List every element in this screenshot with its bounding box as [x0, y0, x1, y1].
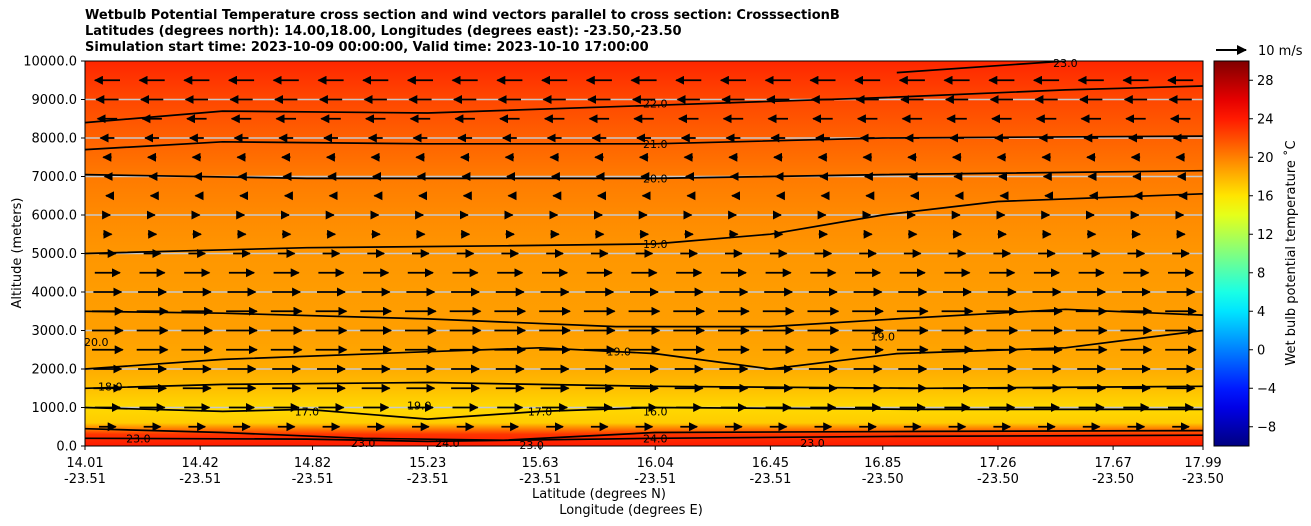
plot-area: 22.0 21.0 20.0 19.0 19.0 19.0 18.0 17.0 19.0 17.0… [84, 57, 1204, 452]
contour-label: 21.0 [643, 138, 668, 151]
x-tick-label-lon: -23.50 [1092, 472, 1134, 487]
contour-label: 24.0 [435, 437, 460, 450]
x-tick-label-lat: 16.45 [752, 456, 789, 471]
contour-label: 20.0 [643, 172, 668, 185]
y-tick-label: 5000.0 [32, 247, 78, 262]
colorbar-tick-label: −4 [1257, 382, 1276, 397]
x-tick-label-lon: -23.51 [64, 472, 106, 487]
chart-title-line-3: Simulation start time: 2023-10-09 00:00:… [85, 40, 649, 55]
y-tick-label: 9000.0 [32, 93, 78, 108]
contour-label: 17.0 [528, 405, 553, 418]
vector-key-label: 10 m/s [1258, 44, 1303, 59]
y-tick-label: 8000.0 [32, 132, 78, 147]
x-tick-label-lon: -23.50 [862, 472, 904, 487]
contour-label: 23.0 [351, 437, 376, 450]
x-tick-label-lat: 14.01 [66, 456, 103, 471]
contour-label: 19.0 [643, 238, 668, 251]
contour-label: 19.0 [871, 330, 896, 343]
y-axis: 0.0 1000.0 2000.0 3000.0 4000.0 5000.0 6000.0 7… [23, 55, 85, 455]
x-tick-label-lon: -23.50 [977, 472, 1019, 487]
x-tick-label-lat: 17.26 [979, 456, 1016, 471]
contour-label: 19.0 [606, 346, 631, 359]
x-tick-label-lat: 16.85 [864, 456, 901, 471]
x-tick-label-lon: -23.51 [749, 472, 791, 487]
chart-title-line-2: Latitudes (degrees north): 14.00,18.00, … [85, 24, 682, 39]
colorbar-tick-label: 4 [1257, 305, 1265, 320]
contour-line-19.0 [85, 192, 1203, 255]
colorbar: −8 −4 0 4 8 12 16 20 24 28 Wet bulb potential tem… [1213, 60, 1299, 447]
y-tick-label: 2000.0 [32, 363, 78, 378]
colorbar-tick-label: 20 [1257, 151, 1274, 166]
colorbar-tick-label: 16 [1257, 189, 1274, 204]
colorbar-tick-label: 24 [1257, 112, 1274, 127]
contour-line-20.0 [85, 169, 1203, 180]
colorbar-ticks: −8 −4 0 4 8 12 16 20 24 28 [1249, 74, 1276, 435]
contour-label: 23.0 [126, 432, 151, 445]
colorbar-tick-label: 12 [1257, 228, 1274, 243]
colorbar-label: Wet bulb potential temperature ˚C [1283, 140, 1299, 365]
x-tick-label-lat: 15.23 [409, 456, 446, 471]
y-tick-label: 0.0 [56, 440, 77, 455]
contour-label: 23.0 [800, 437, 825, 450]
contour-label: 20.0 [84, 336, 109, 349]
x-tick-label-lat: 16.04 [637, 456, 674, 471]
x-tick-label-lat: 17.99 [1184, 456, 1221, 471]
y-tick-label: 4000.0 [32, 286, 78, 301]
contour-line-21.0 [85, 135, 1203, 151]
x-axis: 14.01-23.5114.42-23.5114.82-23.5115.23-2… [64, 446, 1224, 487]
y-tick-label: 6000.0 [32, 209, 78, 224]
x-axis-label-latitude: Latitude (degrees N) [532, 487, 666, 502]
contour-label: 23.0 [1053, 57, 1078, 70]
contour-line-22.0 [85, 85, 1203, 124]
x-tick-label-lon: -23.50 [1182, 472, 1224, 487]
wind-vectors [92, 75, 1197, 432]
x-tick-label-lon: -23.51 [292, 472, 334, 487]
x-tick-label-lon: -23.51 [519, 472, 561, 487]
contour-label: 22.0 [643, 97, 668, 110]
vector-key: 10 m/s [1216, 44, 1303, 59]
contour-line-23.0 [85, 427, 1203, 442]
contour-line-24.0 [85, 434, 1203, 443]
contour-label: 24.0 [643, 432, 668, 445]
contour-label: 18.0 [98, 380, 123, 393]
chart-title-line-1: Wetbulb Potential Temperature cross sect… [85, 8, 840, 23]
contour-line-23.0 [896, 61, 1066, 74]
x-tick-label-lat: 14.82 [294, 456, 331, 471]
x-axis-label-longitude: Longitude (degrees E) [559, 503, 703, 518]
y-tick-label: 1000.0 [32, 401, 78, 416]
contour-label: 17.0 [295, 405, 320, 418]
x-tick-label-lon: -23.51 [407, 472, 449, 487]
y-axis-label: Altitude (meters) [10, 198, 25, 309]
x-tick-label-lon: -23.51 [634, 472, 676, 487]
y-tick-label: 10000.0 [23, 55, 77, 70]
y-tick-label: 7000.0 [32, 170, 78, 185]
x-tick-label-lat: 15.63 [521, 456, 558, 471]
y-tick-label: 3000.0 [32, 324, 78, 339]
x-tick-label-lat: 14.42 [182, 456, 219, 471]
x-tick-label-lat: 17.67 [1095, 456, 1132, 471]
contour-label: 19.0 [407, 400, 432, 413]
colorbar-tick-label: 28 [1257, 74, 1274, 89]
x-tick-label-lon: -23.51 [179, 472, 221, 487]
colorbar-tick-label: 0 [1257, 343, 1265, 358]
colorbar-tick-label: −8 [1257, 420, 1276, 435]
colorbar-bar [1213, 60, 1250, 447]
colorbar-tick-label: 8 [1257, 266, 1265, 281]
contour-label: 23.0 [519, 439, 544, 452]
